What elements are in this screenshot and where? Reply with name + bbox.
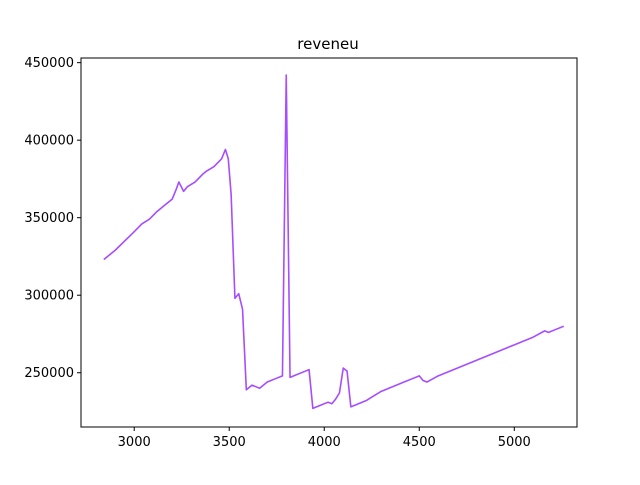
y-tick-label: 300000 xyxy=(24,289,74,304)
y-tick-label: 400000 xyxy=(24,134,74,149)
x-tick-label: 3500 xyxy=(213,435,246,450)
y-tick-label: 350000 xyxy=(24,211,74,226)
y-tick-label: 250000 xyxy=(24,366,74,381)
x-axis: 3000 3500 4000 4500 5000 xyxy=(118,427,531,450)
x-tick-label: 4500 xyxy=(403,435,436,450)
chart-title: reveneu xyxy=(297,35,358,53)
y-tick-label: 450000 xyxy=(24,56,74,71)
x-tick-label: 4000 xyxy=(308,435,341,450)
series-line-0 xyxy=(103,74,565,410)
x-tick-label: 3000 xyxy=(118,435,151,450)
axes-frame xyxy=(80,57,578,428)
x-tick-label: 5000 xyxy=(498,435,531,450)
y-axis: 250000 300000 350000 400000 450000 xyxy=(24,56,81,381)
